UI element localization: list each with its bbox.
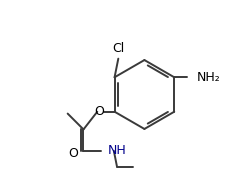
Text: O: O (94, 105, 104, 118)
Text: NH: NH (108, 144, 126, 157)
Text: O: O (68, 147, 78, 160)
Text: Cl: Cl (112, 43, 124, 55)
Text: NH₂: NH₂ (197, 71, 221, 84)
